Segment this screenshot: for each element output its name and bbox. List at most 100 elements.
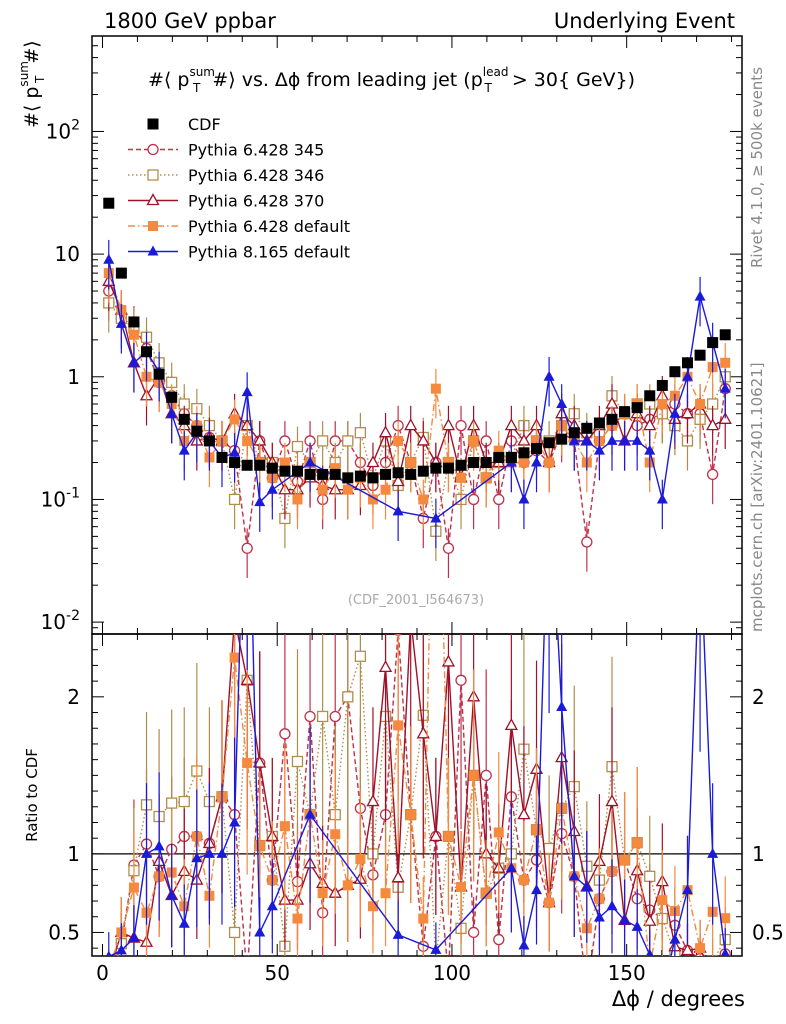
data-point <box>316 435 329 447</box>
data-point <box>518 493 530 504</box>
ratio-point <box>203 847 215 858</box>
data-point <box>505 451 517 463</box>
legend-marker <box>147 143 159 156</box>
ratio-point <box>128 932 140 943</box>
ratio-point <box>242 973 252 983</box>
ratio-series-line <box>117 656 726 956</box>
ratio-point <box>657 895 668 906</box>
data-point <box>404 418 418 431</box>
data-point <box>631 434 643 445</box>
ratio-y-label: Ratio to CDF <box>23 748 41 842</box>
legend: CDF Pythia 6.428 345 Pythia 6.428 346 Pythi… <box>128 115 350 262</box>
data-point <box>405 468 417 480</box>
data-point <box>166 391 178 403</box>
data-point <box>304 456 316 467</box>
ratio-point <box>128 882 139 893</box>
ylabel-sup: sum <box>17 61 31 87</box>
legend-marker <box>147 245 159 256</box>
data-point <box>468 435 479 446</box>
data-point <box>719 382 731 393</box>
legend-entry: Pythia 6.428 345 <box>128 141 324 160</box>
data-point <box>354 470 366 482</box>
legend-marker <box>147 118 159 130</box>
legend-label: Pythia 6.428 345 <box>188 141 324 160</box>
data-point <box>128 356 140 367</box>
header-left: 1800 GeV ppbar <box>104 9 276 33</box>
data-point <box>669 366 681 378</box>
ratio-point <box>518 875 529 886</box>
ratio-point <box>681 884 693 895</box>
data-point <box>568 434 580 445</box>
y-tick-label: 10-2 <box>41 608 80 634</box>
ratio-point <box>695 959 705 969</box>
data-point <box>656 493 668 504</box>
data-point <box>178 413 190 425</box>
data-point <box>292 494 303 505</box>
ratio-series-pythia-8-165-default <box>105 634 730 956</box>
ratio-point <box>518 939 530 950</box>
data-point <box>644 444 656 455</box>
data-point <box>203 435 215 447</box>
data-point <box>669 407 681 418</box>
ratio-point <box>316 710 329 723</box>
data-point <box>493 451 505 463</box>
ratio-point <box>517 807 531 820</box>
data-point <box>543 437 555 449</box>
legend-entry: Pythia 8.165 default <box>128 243 350 262</box>
data-point <box>153 368 165 380</box>
ratio-point <box>405 809 416 820</box>
data-point <box>719 329 731 341</box>
data-point <box>128 329 139 340</box>
data-point <box>531 443 543 455</box>
data-point <box>657 398 668 409</box>
ratio-point <box>706 955 719 956</box>
title-sup: sum <box>189 65 215 79</box>
chart-title: #⟨ psum T #⟩ vs. Δϕ from leading jet (plea… <box>148 65 635 95</box>
legend-label: Pythia 6.428 default <box>188 217 350 236</box>
ratio-point <box>531 824 542 835</box>
ratio-point <box>105 950 112 956</box>
data-point <box>695 398 706 409</box>
data-point <box>694 290 706 301</box>
data-point <box>581 434 593 445</box>
ratio-point <box>720 913 731 924</box>
ratio-point <box>504 718 518 731</box>
data-point <box>442 462 454 474</box>
data-point <box>115 317 127 328</box>
ratio-point <box>631 920 643 931</box>
ratio-point <box>493 933 505 946</box>
data-point <box>416 433 430 446</box>
data-point <box>644 390 656 402</box>
data-point <box>229 457 241 469</box>
data-point <box>380 484 391 495</box>
data-point <box>694 349 706 361</box>
data-point <box>481 472 492 483</box>
legend-entry: Pythia 6.428 346 <box>128 166 324 185</box>
legend-entry: Pythia 6.428 370 <box>128 192 324 211</box>
y-tick-label: 10 <box>55 242 80 266</box>
data-point <box>291 440 304 453</box>
data-point <box>279 465 291 477</box>
series-pythia-8-165-default <box>103 239 731 549</box>
series-cdf <box>103 197 731 484</box>
ratio-point <box>695 943 706 954</box>
data-point <box>291 465 303 477</box>
ratio-series-line <box>113 634 705 956</box>
data-point <box>707 337 719 349</box>
data-point <box>631 402 643 414</box>
ratio-point <box>178 795 190 808</box>
ratio-series-line <box>112 634 726 956</box>
ratio-point <box>342 691 354 703</box>
ratio-point <box>443 831 454 842</box>
x-axis-label: Δϕ / degrees <box>612 987 745 1011</box>
ratio-point <box>431 308 441 318</box>
ratio-point <box>229 612 240 622</box>
ratio-point <box>505 862 517 873</box>
series-line <box>108 281 726 491</box>
ratio-point <box>393 720 404 731</box>
legend-label: Pythia 6.428 370 <box>188 192 324 211</box>
series-pythia-6-428-default <box>103 253 731 530</box>
data-point <box>606 413 618 425</box>
ratio-point <box>468 770 479 781</box>
